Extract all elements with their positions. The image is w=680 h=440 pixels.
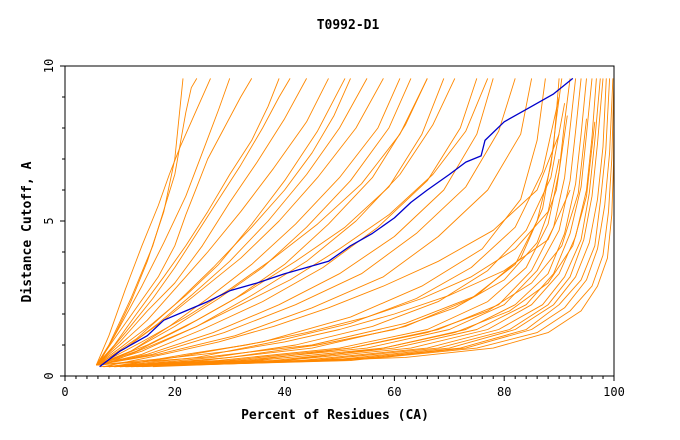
model-line <box>125 118 587 368</box>
model-line <box>97 78 291 366</box>
axis-ticks: 0 20 40 60 80 100 0 5 10 <box>42 59 625 399</box>
model-line <box>96 78 516 366</box>
model-line <box>119 115 568 368</box>
model-line <box>97 78 351 366</box>
model-line <box>103 78 489 366</box>
model-line <box>103 134 560 368</box>
highlight-model-line <box>99 77 574 368</box>
x-tick-label: 40 <box>277 385 291 399</box>
model-line <box>114 78 593 368</box>
model-line <box>119 78 601 368</box>
model-line <box>103 78 577 368</box>
model-line <box>114 103 566 368</box>
model-line <box>95 78 307 366</box>
x-tick-label: 60 <box>387 385 401 399</box>
model-line <box>95 78 211 366</box>
model-line <box>96 78 494 366</box>
model-line <box>97 78 184 366</box>
x-tick-label: 20 <box>168 385 182 399</box>
model-line <box>125 78 607 368</box>
x-tick-label: 100 <box>603 385 625 399</box>
model-line <box>95 78 280 366</box>
y-axis-label: Distance Cutoff, A <box>20 161 35 302</box>
model-line <box>152 103 615 368</box>
model-line <box>96 78 533 366</box>
model-line <box>130 78 611 368</box>
model-line <box>96 78 478 366</box>
highlight-line-path <box>99 77 574 368</box>
model-line <box>114 78 597 368</box>
model-line <box>114 158 560 368</box>
model-line <box>96 78 428 366</box>
x-tick-label: 0 <box>61 385 68 399</box>
chart-title: T0992-D1 <box>317 18 380 33</box>
other-model-lines <box>95 78 615 368</box>
model-line <box>96 78 346 366</box>
model-line <box>96 78 329 366</box>
model-line <box>103 78 571 368</box>
model-line <box>100 78 563 368</box>
model-line <box>96 78 401 366</box>
model-line <box>97 78 445 366</box>
model-line <box>130 78 614 368</box>
model-line <box>141 78 615 368</box>
x-tick-label: 80 <box>497 385 511 399</box>
model-line <box>108 78 587 368</box>
y-tick-label: 0 <box>42 372 56 379</box>
model-line <box>97 78 231 366</box>
model-line <box>97 78 428 366</box>
x-axis-label: Percent of Residues (CA) <box>241 408 429 423</box>
model-line <box>136 121 596 368</box>
y-tick-label: 10 <box>42 59 56 73</box>
model-line <box>119 78 604 368</box>
model-line <box>96 78 546 366</box>
model-line <box>96 78 412 366</box>
model-line <box>96 78 560 366</box>
model-line <box>96 78 456 366</box>
model-line <box>96 78 384 366</box>
model-line <box>108 96 560 368</box>
y-tick-label: 5 <box>42 217 56 224</box>
model-line <box>95 78 253 366</box>
